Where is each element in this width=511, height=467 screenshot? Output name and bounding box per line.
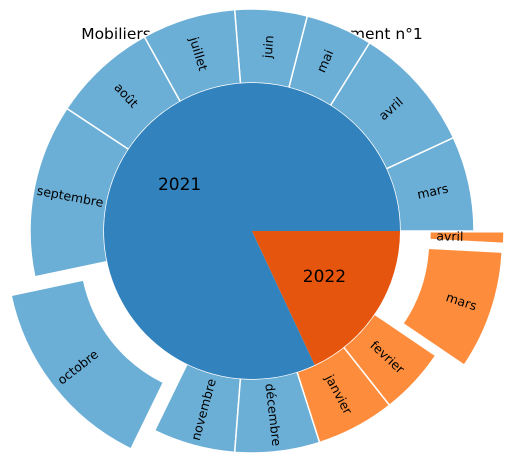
year-label-2021: 2021 bbox=[158, 175, 201, 195]
month-label-avril-2022: avril bbox=[436, 228, 464, 244]
inner-ring bbox=[104, 82, 401, 379]
month-label-decembre-2021: décembre bbox=[262, 383, 284, 447]
inner-slice-2021 bbox=[104, 82, 401, 379]
outer-slice-avril-2022 bbox=[429, 231, 505, 245]
outer-slice-octobre-2021 bbox=[10, 279, 165, 450]
inner-slice-2022 bbox=[252, 231, 400, 366]
outer-slice-mars-2022 bbox=[401, 247, 503, 367]
month-label-juin-2021: juin bbox=[259, 35, 276, 60]
outer-ring bbox=[10, 8, 505, 454]
month-label-mars-2021: mars bbox=[416, 180, 450, 201]
year-label-2022: 2022 bbox=[303, 267, 346, 287]
